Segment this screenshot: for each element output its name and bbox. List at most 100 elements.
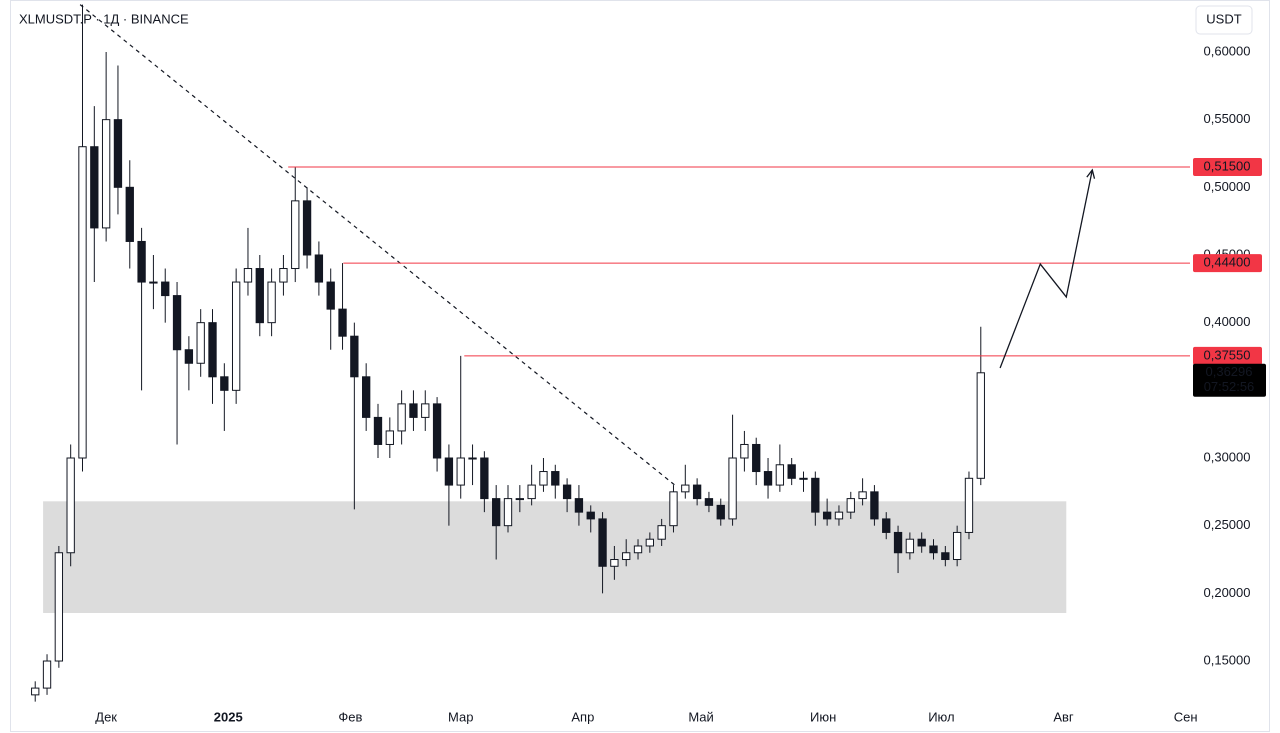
level-label: 0,37550 xyxy=(1204,347,1251,362)
candle-body xyxy=(941,552,950,561)
candle-body xyxy=(208,322,217,378)
candle-body xyxy=(101,119,111,229)
candle-body xyxy=(468,457,477,460)
y-tick-label: 0,50000 xyxy=(1204,179,1251,194)
chart-title: XLMUSDT.P · 1Д · BINANCE xyxy=(19,11,189,26)
candle-body xyxy=(917,538,926,547)
candle-body xyxy=(409,403,418,418)
candle-body xyxy=(952,531,962,561)
candle-body xyxy=(622,552,631,561)
candle-body xyxy=(314,254,324,283)
x-tick-label: Фев xyxy=(338,709,362,724)
candle-body xyxy=(326,281,335,310)
level-label: 0,44400 xyxy=(1204,255,1251,270)
candle-body xyxy=(598,518,607,567)
candle-body xyxy=(822,511,832,520)
candle-body xyxy=(669,491,678,527)
candle-body xyxy=(870,491,879,520)
y-tick-label: 0,20000 xyxy=(1204,585,1251,600)
candle-body xyxy=(90,146,99,229)
candle-body xyxy=(775,464,785,486)
x-tick-label: Мар xyxy=(448,709,473,724)
candle-body xyxy=(385,430,394,445)
y-tick-label: 0,40000 xyxy=(1204,314,1251,329)
candle-body xyxy=(586,511,595,520)
candle-body xyxy=(432,403,442,459)
candle-body xyxy=(527,484,536,500)
level-label-box xyxy=(1193,158,1262,177)
candle-body xyxy=(231,281,241,391)
currency[interactable]: USDT xyxy=(1206,11,1241,26)
level-label-box xyxy=(1193,346,1262,365)
candle-body xyxy=(350,335,359,378)
candle-body xyxy=(657,525,666,540)
x-tick-label: Сен xyxy=(1174,709,1198,724)
projection-arrowhead xyxy=(1086,168,1096,179)
candle-body xyxy=(503,498,513,527)
candle-body xyxy=(184,349,194,364)
candle-body xyxy=(551,471,560,486)
candle-body xyxy=(397,403,406,432)
candle-body xyxy=(893,531,903,554)
candle-body xyxy=(66,457,75,554)
y-tick-label: 0,30000 xyxy=(1204,449,1251,464)
y-tick-label: 0,60000 xyxy=(1204,43,1251,58)
candle-body xyxy=(78,146,87,459)
candle-body xyxy=(681,484,690,493)
candle-body xyxy=(645,538,655,547)
candle-body xyxy=(929,545,938,554)
candle-body xyxy=(740,443,749,459)
candle-body xyxy=(362,376,371,418)
last-price-label: 0,36296 xyxy=(1206,364,1253,379)
candle-body xyxy=(456,457,465,486)
candle-body xyxy=(480,457,489,500)
candle-body xyxy=(574,498,584,513)
candle-body xyxy=(787,464,796,479)
candle-body xyxy=(373,416,383,445)
candle-body xyxy=(515,498,524,501)
candle-body xyxy=(255,268,264,324)
y-tick-label: 0,25000 xyxy=(1204,517,1251,532)
candle-body xyxy=(172,295,182,351)
candle-body xyxy=(728,457,737,520)
chart-frame xyxy=(10,0,1270,732)
candle-body xyxy=(291,200,300,270)
candle-body xyxy=(858,491,867,500)
x-tick-label: Май xyxy=(688,709,713,724)
candle-body xyxy=(964,477,974,533)
candle-body xyxy=(811,477,820,513)
candle-body xyxy=(905,538,915,554)
level-label: 0,51500 xyxy=(1204,158,1251,173)
candle-body xyxy=(421,403,430,418)
candle-body xyxy=(799,477,808,480)
candle-body xyxy=(220,376,229,391)
candle-body xyxy=(882,518,891,533)
x-tick-label: Авг xyxy=(1053,709,1074,724)
candle-body xyxy=(752,443,761,473)
candle-body xyxy=(539,471,548,486)
currency-box[interactable] xyxy=(1195,5,1253,35)
last-price-box xyxy=(1193,363,1266,397)
candle-body xyxy=(976,372,985,479)
candle-body xyxy=(444,457,454,486)
candle-body xyxy=(279,268,288,283)
level-label-box xyxy=(1193,254,1262,273)
candle-body xyxy=(834,511,844,520)
candle-body xyxy=(125,186,134,242)
candle-body xyxy=(704,498,714,506)
candle-body xyxy=(716,504,725,520)
candle-body xyxy=(763,471,773,486)
x-tick-label: Апр xyxy=(571,709,594,724)
candle-body xyxy=(492,498,501,527)
x-tick-label: Июл xyxy=(928,709,954,724)
y-tick-label: 0,55000 xyxy=(1204,111,1251,126)
candle-body xyxy=(302,200,312,256)
candle-body xyxy=(692,484,702,500)
candle-body xyxy=(633,545,643,554)
candle-body xyxy=(137,240,146,283)
candle-body xyxy=(846,498,855,513)
candle-body xyxy=(149,281,158,284)
support-zone xyxy=(43,501,1067,613)
candle-body xyxy=(113,119,123,188)
candle-body xyxy=(31,687,40,696)
